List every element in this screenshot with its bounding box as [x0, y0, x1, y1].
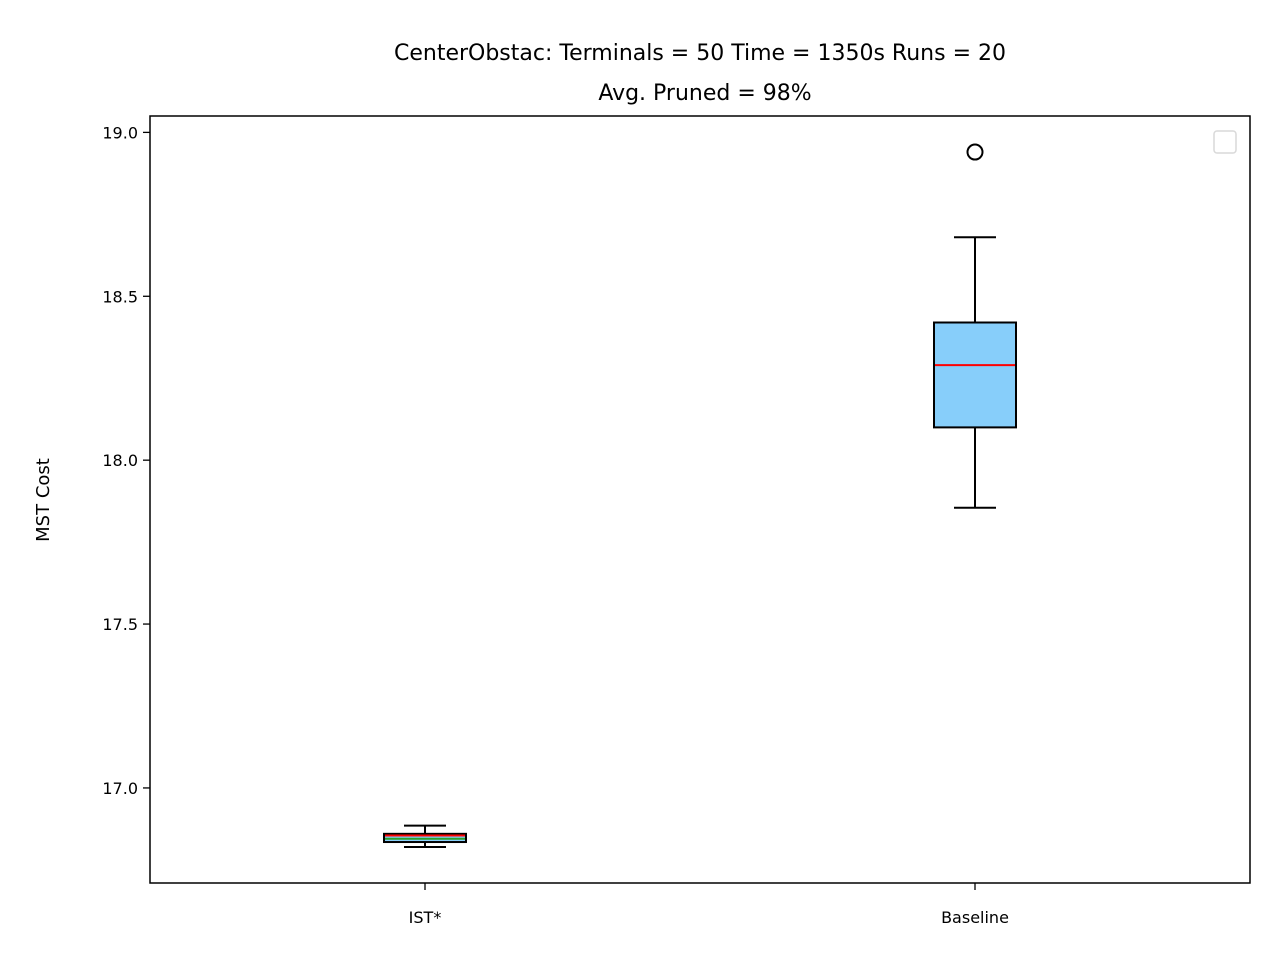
y-tick-label: 18.5 — [102, 287, 138, 306]
chart-title-line1: CenterObstac: Terminals = 50 Time = 1350… — [394, 41, 1006, 66]
x-tick-label: Baseline — [941, 908, 1009, 927]
x-tick-label: IST* — [409, 908, 442, 927]
legend-box — [1213, 130, 1237, 154]
y-tick-label: 19.0 — [102, 123, 138, 142]
box-iqr — [933, 321, 1017, 429]
plot-frame — [149, 115, 1251, 884]
plot-area: 17.0 17.5 18.0 18.5 19.0 IST* Baseline — [102, 123, 1017, 927]
y-tick-label: 17.0 — [102, 779, 138, 798]
legend — [1213, 130, 1237, 154]
chart-title-line2: Avg. Pruned = 98% — [598, 81, 811, 106]
y-tick-label: 18.0 — [102, 451, 138, 470]
y-tick-label: 17.5 — [102, 615, 138, 634]
y-axis-label: MST Cost — [33, 458, 54, 542]
outlier-point — [966, 143, 984, 161]
